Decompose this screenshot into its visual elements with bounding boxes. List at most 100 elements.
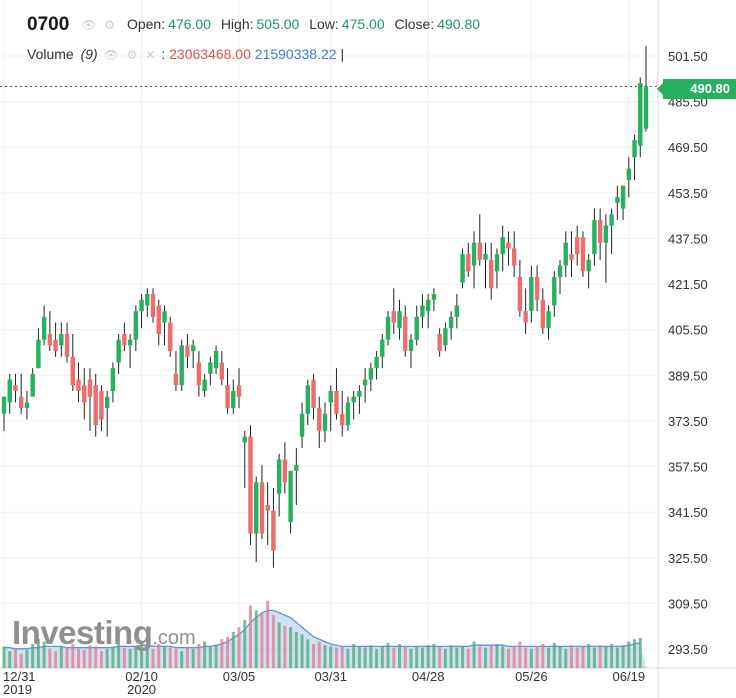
candle-body — [219, 362, 225, 380]
candle-body — [477, 242, 482, 260]
volume-bar — [42, 641, 46, 668]
volume-bar — [105, 648, 109, 668]
volume-bar — [369, 645, 373, 668]
candle-body — [173, 373, 179, 386]
candle-body — [466, 254, 471, 272]
volume-bar — [409, 648, 413, 668]
volume-bar — [346, 648, 350, 668]
eye-icon[interactable]: 👁 — [81, 18, 97, 32]
symbol-label: 0700 — [27, 14, 70, 35]
volume-bar — [13, 648, 17, 668]
volume-bar — [111, 646, 115, 668]
volume-bar — [99, 651, 103, 668]
candle-body — [99, 390, 104, 420]
candle-body — [24, 402, 30, 409]
x-tick-label: 02/10 — [125, 669, 158, 684]
volume-value: 23063468.00 — [169, 46, 251, 62]
y-tick-label: 501.50 — [668, 49, 708, 64]
candle-body — [70, 356, 75, 386]
volume-bar — [569, 645, 573, 668]
volume-bar — [598, 645, 602, 668]
volume-bar — [128, 648, 132, 668]
volume-bar — [237, 627, 241, 668]
volume-bar — [197, 644, 201, 668]
volume-bar — [71, 644, 75, 668]
candle-body — [540, 299, 546, 329]
volume-bar — [134, 646, 138, 668]
volume-bar — [392, 647, 396, 668]
volume-bar — [266, 600, 270, 668]
volume-bar — [541, 644, 545, 668]
candle-body — [299, 413, 305, 437]
x-tick-label: 05/26 — [515, 669, 548, 684]
volume-bar — [449, 645, 453, 668]
candle-body — [116, 339, 121, 363]
candle-body — [122, 333, 127, 346]
volume-bar — [82, 650, 86, 668]
volume-bar — [615, 647, 619, 668]
candle-body — [580, 237, 586, 272]
investing-logo: Investing.com — [12, 614, 196, 652]
volume-bar — [386, 642, 390, 668]
volume-bar — [163, 646, 166, 668]
candle-body — [414, 316, 419, 340]
candle-body — [305, 385, 311, 414]
candle-body — [196, 362, 202, 386]
candle-body — [64, 333, 70, 357]
volume-bar — [420, 647, 424, 668]
candle-body — [380, 339, 385, 357]
gear-icon[interactable]: ⚙ — [126, 48, 138, 62]
volume-label: Volume — [27, 46, 74, 62]
volume-bar — [363, 647, 367, 668]
volume-bar — [432, 644, 436, 668]
volume-bar — [220, 639, 224, 668]
candle-body — [1, 396, 7, 414]
candle-body — [557, 265, 563, 277]
y-tick-label: 357.50 — [668, 460, 708, 475]
volume-bar — [157, 644, 161, 668]
candle-body — [265, 505, 270, 511]
volume-bar — [415, 646, 419, 668]
ohlc-legend: 0700 👁 ⚙ Open: 476.00 High: 505.00 Low: 475… — [27, 14, 480, 36]
candle-body — [569, 254, 574, 260]
y-tick-label: 341.50 — [668, 505, 708, 520]
candle-body — [563, 242, 568, 266]
volume-bar — [633, 639, 637, 668]
candle-body — [334, 390, 339, 414]
volume-bar — [174, 648, 178, 668]
volume-bar — [8, 651, 12, 668]
candle-body — [632, 140, 637, 158]
volume-bar — [323, 645, 327, 668]
candle-body — [248, 436, 253, 534]
candle-body — [534, 276, 540, 300]
candle-body — [517, 276, 523, 312]
volume-bar — [621, 645, 625, 668]
colon-sep: : — [161, 46, 166, 62]
volume-bar — [168, 647, 172, 668]
volume-bar — [340, 646, 344, 668]
volume-bar — [529, 648, 533, 668]
volume-bar — [438, 646, 442, 668]
y-tick-label: 309.50 — [668, 596, 708, 611]
volume-bar — [478, 646, 482, 668]
candle-body — [288, 470, 293, 523]
volume-ma-value: 21590338.22 — [254, 46, 337, 62]
volume-bar — [484, 647, 487, 668]
volume-bar — [140, 641, 144, 668]
volume-bar — [604, 646, 608, 668]
volume-bar — [88, 645, 92, 668]
candle-body — [643, 86, 649, 129]
close-icon[interactable]: ✕ — [145, 48, 156, 62]
x-tick-label: 12/31 — [3, 669, 36, 684]
volume-bar — [443, 648, 447, 668]
volume-bar — [334, 647, 338, 668]
candle-body — [213, 351, 219, 369]
candle-body — [93, 385, 98, 426]
y-tick-label: 325.50 — [668, 551, 708, 566]
gear-icon[interactable]: ⚙ — [104, 18, 116, 32]
volume-bar — [638, 638, 642, 668]
y-tick-label: 453.50 — [668, 186, 708, 201]
candle-body — [231, 390, 236, 409]
eye-icon[interactable]: 👁 — [103, 48, 119, 62]
